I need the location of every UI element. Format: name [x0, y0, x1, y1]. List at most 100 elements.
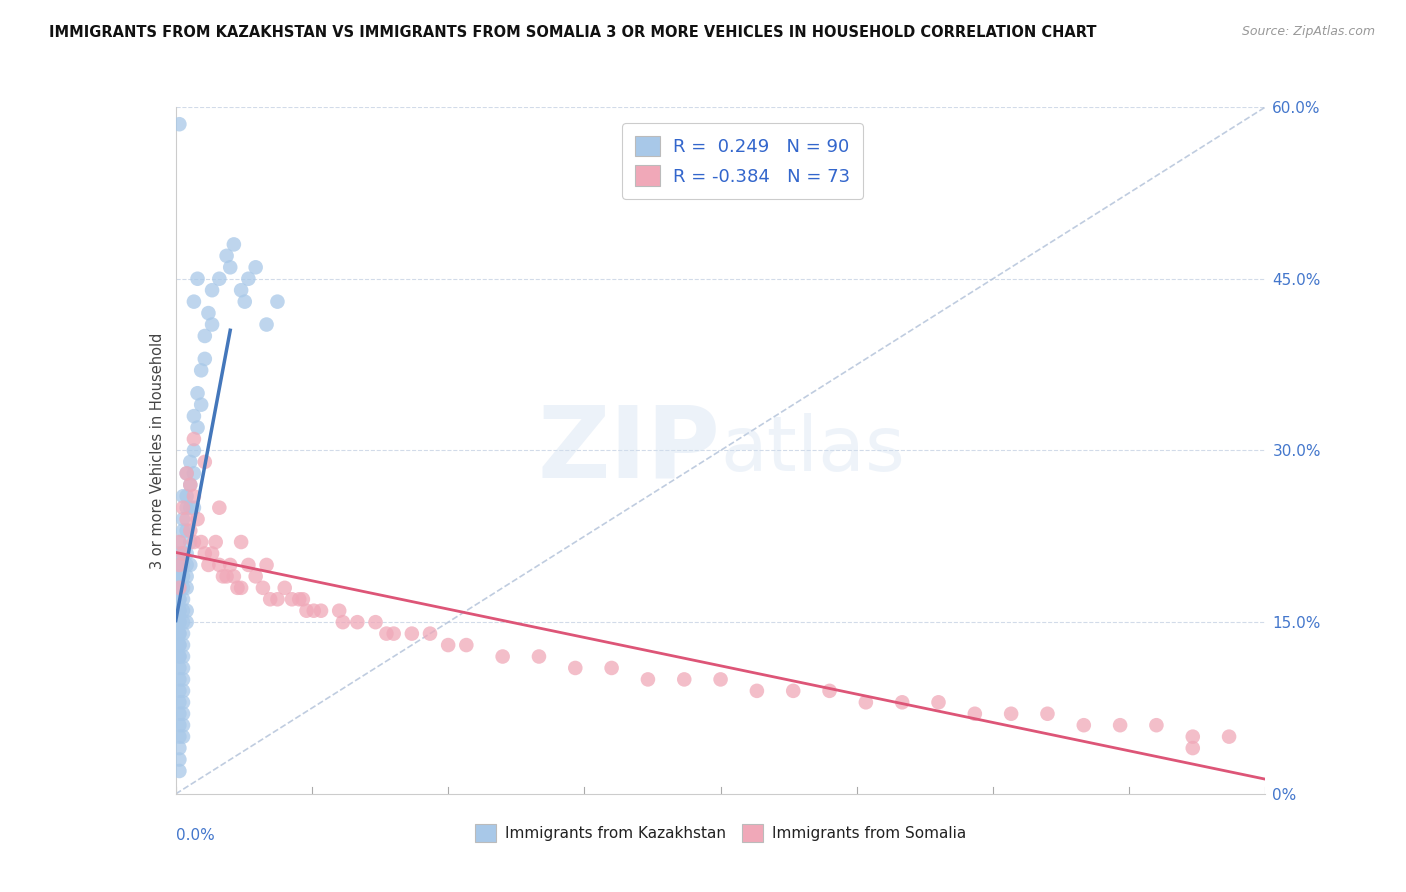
- Y-axis label: 3 or more Vehicles in Household: 3 or more Vehicles in Household: [149, 333, 165, 568]
- Point: [183, 432, 205, 446]
- Point: [197, 306, 219, 320]
- Point: [183, 467, 205, 481]
- Point: [169, 718, 191, 732]
- Point: [190, 363, 212, 377]
- Point: [169, 581, 191, 595]
- Point: [212, 569, 235, 583]
- Point: [176, 489, 198, 503]
- Point: [172, 638, 194, 652]
- Point: [437, 638, 460, 652]
- Point: [169, 753, 191, 767]
- Point: [169, 592, 191, 607]
- Point: [238, 271, 260, 285]
- Point: [231, 581, 253, 595]
- Point: [186, 420, 209, 434]
- Point: [169, 604, 191, 618]
- Text: Source: ZipAtlas.com: Source: ZipAtlas.com: [1241, 25, 1375, 38]
- Point: [169, 741, 191, 756]
- Point: [382, 626, 405, 640]
- Point: [186, 386, 209, 401]
- Point: [194, 546, 217, 561]
- Point: [231, 535, 253, 549]
- Point: [238, 558, 260, 572]
- Point: [332, 615, 354, 630]
- Point: [169, 615, 191, 630]
- Point: [179, 455, 201, 469]
- Point: [186, 512, 209, 526]
- Point: [169, 638, 191, 652]
- Point: [169, 695, 191, 709]
- Point: [302, 604, 325, 618]
- Point: [183, 409, 205, 424]
- Point: [179, 500, 201, 515]
- Point: [201, 318, 224, 332]
- Point: [401, 626, 423, 640]
- Point: [172, 512, 194, 526]
- Point: [172, 661, 194, 675]
- Point: [176, 467, 198, 481]
- Point: [963, 706, 986, 721]
- Point: [169, 569, 191, 583]
- Point: [527, 649, 550, 664]
- Point: [564, 661, 586, 675]
- Text: atlas: atlas: [721, 414, 905, 487]
- Point: [222, 569, 245, 583]
- Point: [309, 604, 332, 618]
- Point: [169, 626, 191, 640]
- Point: [179, 524, 201, 538]
- Point: [1218, 730, 1240, 744]
- Point: [456, 638, 478, 652]
- Point: [176, 546, 198, 561]
- Point: [245, 569, 267, 583]
- Point: [169, 615, 191, 630]
- Point: [891, 695, 914, 709]
- Point: [172, 489, 194, 503]
- Point: [637, 673, 659, 687]
- Point: [176, 512, 198, 526]
- Point: [208, 558, 231, 572]
- Point: [172, 524, 194, 538]
- Point: [169, 592, 191, 607]
- Point: [259, 592, 281, 607]
- Point: [1181, 730, 1204, 744]
- Point: [1036, 706, 1059, 721]
- Point: [169, 673, 191, 687]
- Point: [176, 467, 198, 481]
- Point: [169, 604, 191, 618]
- Point: [266, 294, 288, 309]
- Point: [346, 615, 368, 630]
- Point: [172, 649, 194, 664]
- Point: [928, 695, 950, 709]
- Point: [204, 535, 226, 549]
- Point: [222, 237, 245, 252]
- Point: [169, 535, 191, 549]
- Point: [186, 271, 209, 285]
- Point: [169, 649, 191, 664]
- Point: [291, 592, 314, 607]
- Point: [179, 478, 201, 492]
- Point: [256, 558, 278, 572]
- Point: [375, 626, 398, 640]
- Point: [172, 673, 194, 687]
- Point: [172, 626, 194, 640]
- Point: [169, 661, 191, 675]
- Point: [190, 535, 212, 549]
- Point: [1109, 718, 1132, 732]
- Text: IMMIGRANTS FROM KAZAKHSTAN VS IMMIGRANTS FROM SOMALIA 3 OR MORE VEHICLES IN HOUS: IMMIGRANTS FROM KAZAKHSTAN VS IMMIGRANTS…: [49, 25, 1097, 40]
- Point: [208, 500, 231, 515]
- Point: [492, 649, 515, 664]
- Point: [179, 558, 201, 572]
- Point: [172, 604, 194, 618]
- Point: [172, 706, 194, 721]
- Point: [710, 673, 733, 687]
- Point: [169, 546, 191, 561]
- Point: [179, 478, 201, 492]
- Point: [176, 558, 198, 572]
- Point: [295, 604, 318, 618]
- Point: [328, 604, 350, 618]
- Point: [274, 581, 297, 595]
- Point: [745, 683, 768, 698]
- Point: [176, 604, 198, 618]
- Point: [673, 673, 696, 687]
- Point: [1073, 718, 1095, 732]
